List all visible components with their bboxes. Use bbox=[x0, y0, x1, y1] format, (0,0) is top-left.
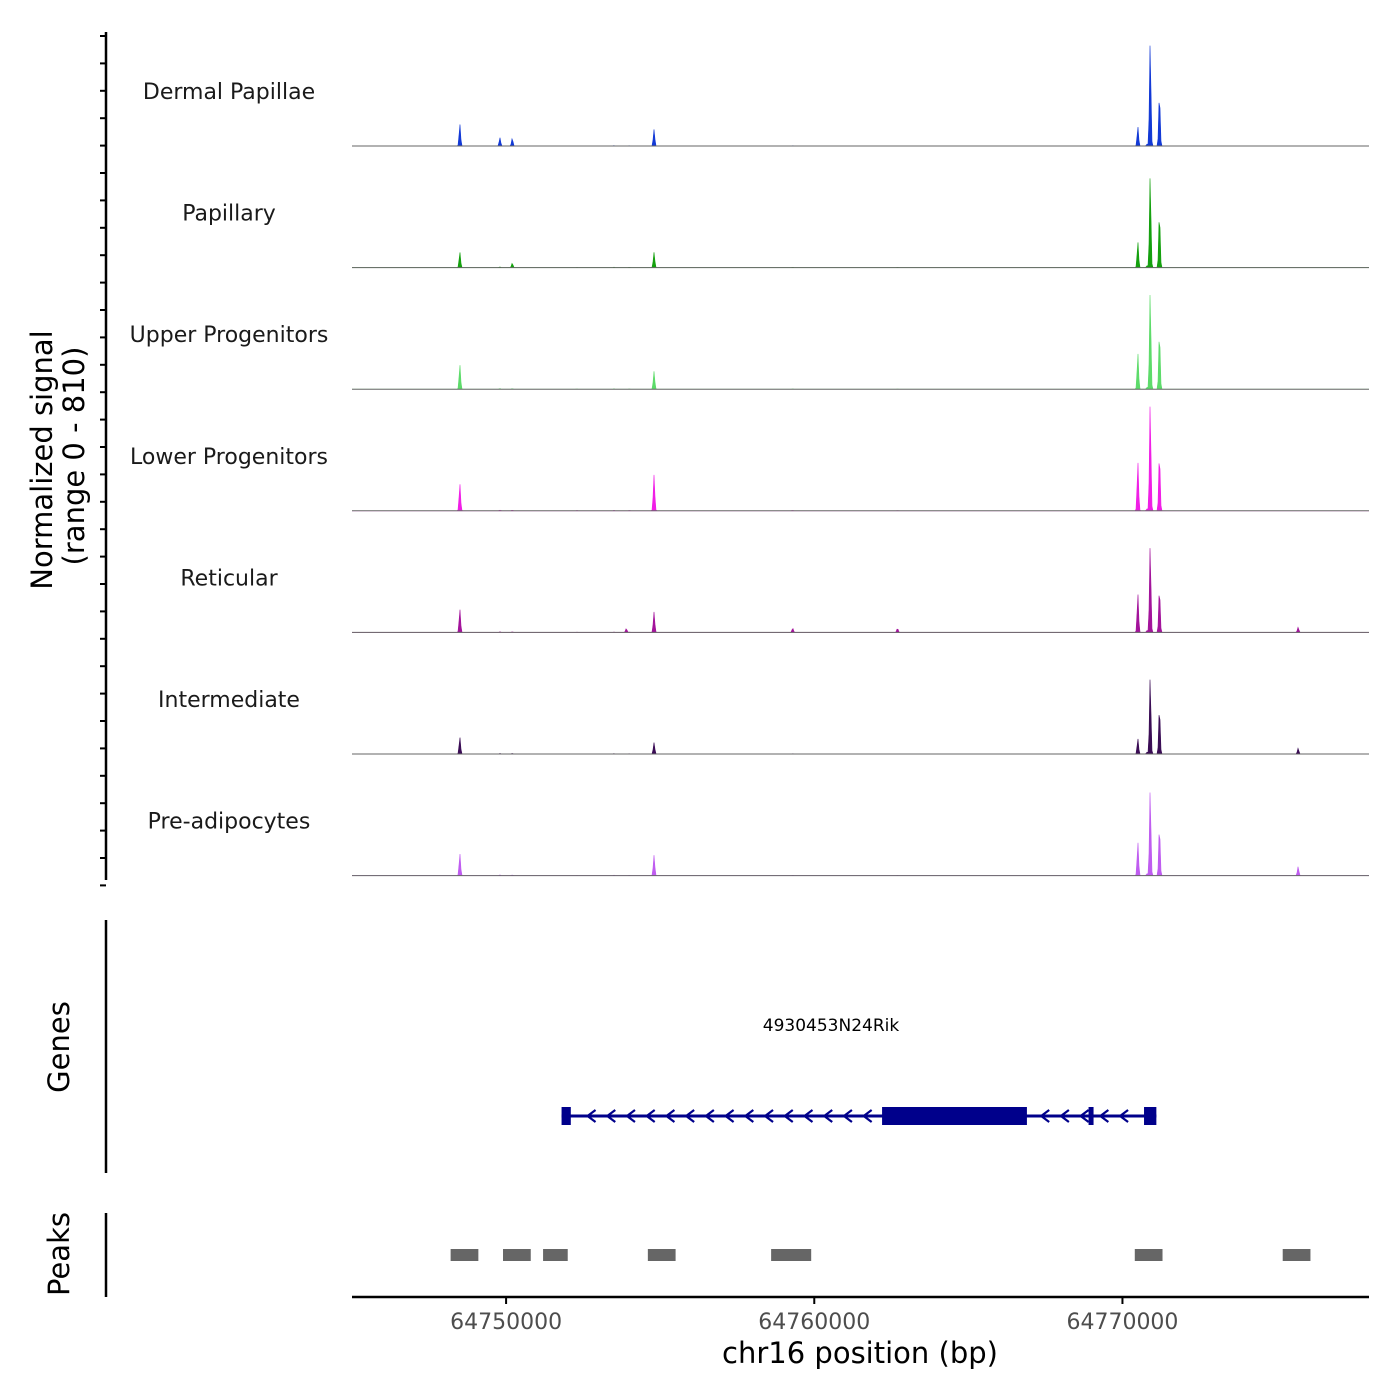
peaks-track-title: Peaks bbox=[42, 1212, 76, 1296]
peak-region bbox=[647, 1249, 676, 1261]
track-label: Intermediate bbox=[158, 688, 300, 713]
strand-arrow bbox=[585, 1109, 597, 1123]
gene-exon bbox=[561, 1107, 571, 1125]
peak-region bbox=[771, 1249, 812, 1261]
x-tick-label: 64750000 bbox=[450, 1310, 562, 1335]
peak-region bbox=[1134, 1249, 1163, 1261]
strand-arrow bbox=[625, 1109, 636, 1123]
gene-exon bbox=[1144, 1107, 1157, 1125]
track-label: Dermal Papillae bbox=[143, 80, 315, 105]
x-axis-title: chr16 position (bp) bbox=[722, 1336, 998, 1370]
strand-arrow bbox=[644, 1109, 656, 1123]
strand-arrow bbox=[1098, 1109, 1110, 1123]
strand-arrow bbox=[605, 1109, 616, 1123]
track-lower-progenitors: Lower Progenitors bbox=[130, 406, 1369, 512]
signal-axis-title-line1: Normalized signal bbox=[25, 330, 59, 589]
genes-track-title: Genes bbox=[42, 1001, 76, 1093]
track-label: Lower Progenitors bbox=[130, 445, 328, 470]
strand-arrow bbox=[704, 1109, 715, 1123]
strand-arrow bbox=[723, 1109, 735, 1123]
track-reticular: Reticular bbox=[180, 548, 1369, 633]
peak-region bbox=[450, 1249, 479, 1261]
track-label: Pre-adipocytes bbox=[148, 810, 311, 835]
x-tick-label: 64770000 bbox=[1066, 1310, 1178, 1335]
strand-arrow bbox=[861, 1109, 873, 1123]
strand-arrow bbox=[802, 1109, 814, 1123]
signal-area-reticular bbox=[352, 548, 1369, 633]
track-papillary: Papillary bbox=[182, 178, 1369, 269]
signal-axis-title-line2: (range 0 - 810) bbox=[57, 347, 91, 566]
gene-exon bbox=[882, 1107, 1027, 1125]
strand-arrow bbox=[1078, 1109, 1090, 1123]
signal-area-pre-adipocytes bbox=[352, 792, 1369, 876]
signal-y-axis-ticks bbox=[100, 35, 106, 887]
strand-arrow bbox=[1118, 1109, 1129, 1123]
strand-arrow bbox=[1039, 1109, 1050, 1123]
track-intermediate: Intermediate bbox=[158, 679, 1369, 755]
peak-region bbox=[543, 1249, 568, 1261]
x-axis-ticks: 64750000 64760000 64770000 bbox=[450, 1297, 1178, 1335]
strand-arrow bbox=[743, 1109, 754, 1123]
peak-region bbox=[1282, 1249, 1311, 1261]
track-label: Upper Progenitors bbox=[130, 323, 329, 348]
signal-area-papillary bbox=[352, 178, 1369, 268]
x-tick-label: 64760000 bbox=[758, 1310, 870, 1335]
gene-name-label: 4930453N24Rik bbox=[763, 1016, 900, 1036]
peak-region bbox=[503, 1249, 531, 1261]
peak-regions bbox=[450, 1249, 1311, 1261]
strand-arrow bbox=[664, 1109, 676, 1123]
signal-tracks: Dermal Papillae Papillary Upper Progenitor… bbox=[130, 45, 1369, 877]
gene-model bbox=[561, 1107, 1157, 1125]
track-dermal-papillae: Dermal Papillae bbox=[143, 45, 1369, 147]
track-label: Reticular bbox=[180, 566, 278, 591]
signal-area-intermediate bbox=[352, 679, 1369, 755]
signal-area-lower-progenitors bbox=[352, 406, 1369, 512]
track-upper-progenitors: Upper Progenitors bbox=[130, 294, 1369, 390]
gene-exon bbox=[1088, 1107, 1094, 1125]
signal-area-upper-progenitors bbox=[352, 294, 1369, 390]
track-pre-adipocytes: Pre-adipocytes bbox=[148, 792, 1369, 877]
strand-arrow bbox=[763, 1109, 774, 1123]
strand-arrow bbox=[684, 1109, 695, 1123]
signal-area-dermal-papillae bbox=[352, 45, 1369, 147]
track-label: Papillary bbox=[182, 202, 276, 227]
strand-arrow bbox=[1059, 1109, 1070, 1123]
strand-arrow bbox=[782, 1109, 794, 1123]
strand-arrow bbox=[822, 1109, 833, 1123]
strand-arrow bbox=[842, 1109, 853, 1123]
